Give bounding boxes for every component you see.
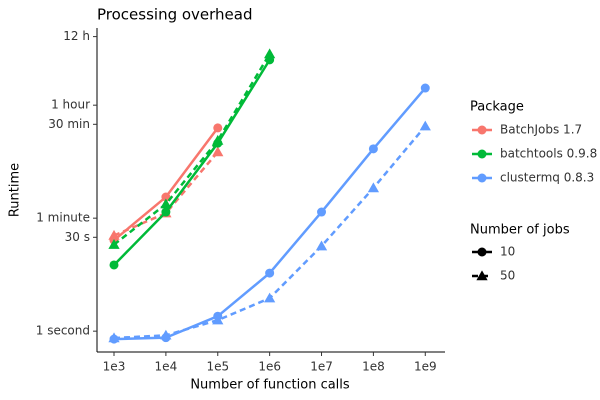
data-point [212,146,224,157]
x-tick-label: 1e3 [103,360,126,374]
y-tick-label: 1 hour [51,98,90,112]
legend-label: 50 [500,269,515,283]
x-tick-label: 1e8 [362,360,385,374]
legend-title: Package [470,100,524,115]
legend-label: 10 [500,245,515,259]
data-point [160,329,172,340]
series-line [113,59,271,266]
data-point [264,292,276,303]
data-point [315,240,328,251]
data-point [212,134,224,145]
x-axis-title: Number of function calls [190,378,350,393]
x-tick-label: 1e5 [206,360,229,374]
series-line [113,53,271,246]
data-point [108,239,120,249]
data-point [368,144,378,154]
data-point [108,229,120,240]
data-point [265,268,275,278]
data-point [419,120,431,131]
legend-label: BatchJobs 1.7 [500,123,582,137]
data-point [212,314,224,325]
data-point [420,83,430,93]
y-tick-label: 12 h [63,29,90,43]
y-tick-label: 1 second [36,324,90,338]
data-point [161,207,171,217]
x-tick-label: 1e9 [414,360,437,374]
data-point [109,260,119,270]
legend-label: batchtools 0.9.8 [500,147,597,161]
data-point [161,192,171,202]
x-tick-label: 1e7 [310,360,333,374]
legend-key-marker [477,247,487,257]
x-tick-label: 1e6 [258,360,281,374]
legend-key-marker [477,173,487,183]
data-point [213,123,223,133]
legend-key-marker [477,149,487,159]
data-point [160,198,172,209]
legend-title: Number of jobs [470,223,570,238]
series-line [113,125,427,340]
y-tick-label: 30 s [65,230,90,244]
legend-label: clustermq 0.8.3 [500,171,594,185]
data-point [264,48,276,59]
legend-key-marker [477,125,487,135]
legend-key-marker [476,270,488,281]
x-tick-label: 1e4 [155,360,178,374]
y-tick-label: 30 min [48,117,90,131]
y-axis-title: Runtime [8,163,23,217]
data-point [317,207,327,217]
y-tick-label: 1 minute [36,211,90,225]
data-point [367,182,380,193]
data-point [108,332,120,343]
chart-title: Processing overhead [97,6,253,24]
series-line [113,127,219,242]
